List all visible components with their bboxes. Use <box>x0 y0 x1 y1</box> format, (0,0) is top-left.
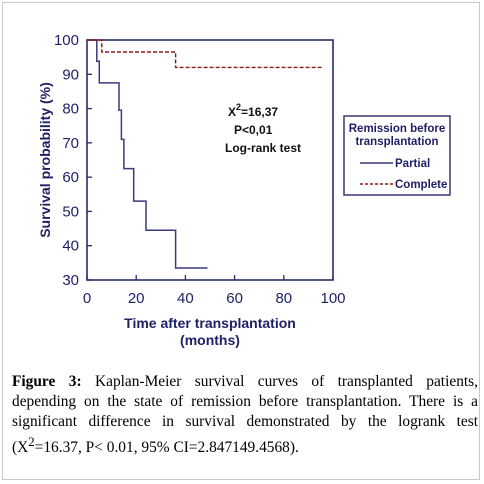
y-tick-label: 70 <box>62 135 79 152</box>
y-tick-label: 30 <box>62 272 79 289</box>
x-tick-label: 40 <box>177 290 194 307</box>
annotation-p-value: P<0,01 <box>234 123 273 137</box>
y-tick-label: 80 <box>62 101 79 118</box>
plot-frame <box>86 39 334 281</box>
km-survival-chart: 0 20 40 60 80 100 30 40 50 60 70 80 90 100 Time after … <box>37 32 451 348</box>
x-tick-label: 20 <box>128 290 145 307</box>
caption-text: Kaplan-Meier survival curves of transpla… <box>12 373 478 457</box>
x-tick-label: 60 <box>226 290 243 307</box>
y-tick-label: 50 <box>62 203 79 220</box>
x-tick-label: 80 <box>275 290 292 307</box>
y-tick-label: 40 <box>62 238 79 255</box>
legend-label-partial: Partial <box>395 158 430 170</box>
x-axis-label: Time after transplantation <box>124 315 296 331</box>
series-line-complete <box>87 39 324 69</box>
annotation-statistic: X2=16,37 <box>228 102 278 119</box>
x-tick-label: 0 <box>83 290 91 307</box>
y-tick-label: 90 <box>62 66 79 83</box>
y-axis-label: Survival probability (%) <box>37 82 53 238</box>
figure-frame: 0 20 40 60 80 100 30 40 50 60 70 80 90 100 Time after … <box>2 2 480 480</box>
figure-caption: Figure 3: Kaplan-Meier survival curves o… <box>12 372 478 458</box>
y-tick-label: 60 <box>62 169 79 186</box>
caption-label: Figure 3: <box>12 373 82 390</box>
legend-title: transplantation <box>355 136 438 148</box>
legend-title: Remission before <box>349 123 446 135</box>
legend-label-complete: Complete <box>395 179 447 191</box>
series-line-partial <box>87 39 208 269</box>
y-tick-label: 100 <box>54 32 79 49</box>
legend-box <box>343 115 451 196</box>
x-tick-label: 100 <box>320 290 345 307</box>
x-axis-label: (months) <box>180 332 240 348</box>
caption-tail: =16.37, P< 0.01, 95% CI=2.847149.4568). <box>34 439 299 457</box>
annotation-test: Log-rank test <box>225 141 301 155</box>
caption-superscript: 2 <box>28 435 35 449</box>
